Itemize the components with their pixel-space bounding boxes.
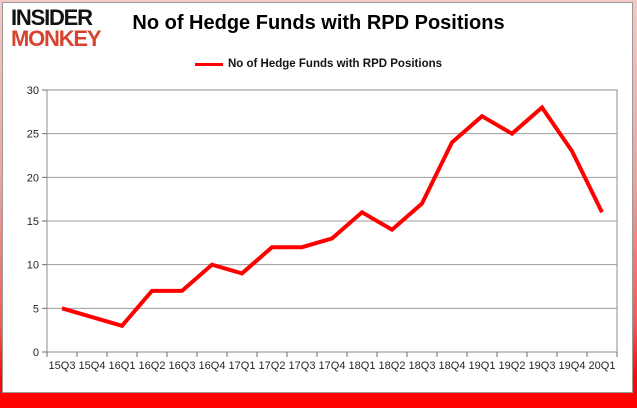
logo-line-monkey: MONKEY [11, 25, 102, 51]
y-tick-label: 0 [33, 347, 39, 359]
x-tick-label: 18Q2 [379, 360, 406, 372]
x-tick-label: 16Q1 [109, 360, 136, 372]
x-tick-label: 19Q4 [559, 360, 586, 372]
x-tick-label: 16Q4 [199, 360, 226, 372]
x-tick-label: 18Q4 [439, 360, 466, 372]
legend: No of Hedge Funds with RPD Positions [0, 58, 637, 70]
y-tick-label: 20 [27, 172, 39, 184]
y-tick-label: 30 [27, 85, 39, 97]
y-tick-label: 5 [33, 303, 39, 315]
x-tick-label: 20Q1 [589, 360, 616, 372]
y-tick-label: 25 [27, 129, 39, 141]
x-tick-label: 16Q3 [169, 360, 196, 372]
x-tick-label: 19Q2 [499, 360, 526, 372]
x-tick-label: 16Q2 [139, 360, 166, 372]
data-line-series [61, 104, 604, 329]
x-tick-label: 17Q4 [319, 360, 346, 372]
x-tick-label: 15Q4 [79, 360, 106, 372]
legend-label: No of Hedge Funds with RPD Positions [227, 58, 443, 70]
insider-monkey-logo: INSIDER MONKEY [11, 5, 102, 51]
x-tick-label: 17Q1 [229, 360, 256, 372]
legend-line-swatch [194, 62, 223, 66]
x-tick-label: 17Q3 [289, 360, 316, 372]
x-tick-label: 18Q1 [349, 360, 376, 372]
x-tick-label: 15Q3 [49, 360, 76, 372]
y-tick-label: 15 [27, 216, 39, 228]
x-tick-label: 19Q1 [469, 360, 496, 372]
chart-title: No of Hedge Funds with RPD Positions [132, 12, 505, 34]
logo-line-insider: INSIDER [11, 5, 93, 30]
x-tick-label: 19Q3 [529, 360, 556, 372]
x-tick-label: 17Q2 [259, 360, 286, 372]
chart-panel [2, 2, 633, 393]
x-tick-label: 18Q3 [409, 360, 436, 372]
y-tick-label: 10 [27, 260, 39, 272]
